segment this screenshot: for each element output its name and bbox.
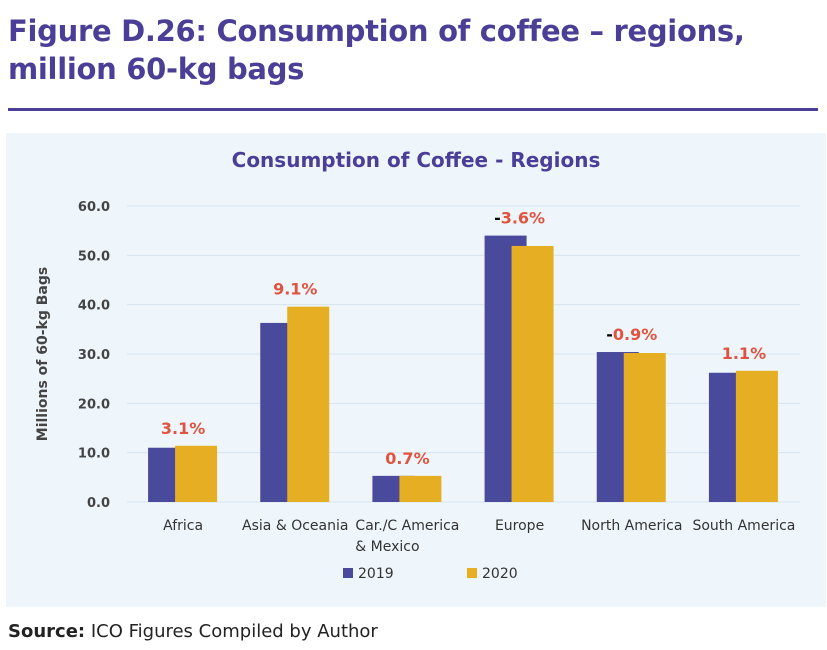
change-label: 0.7% — [385, 449, 429, 468]
chart-panel — [6, 133, 826, 607]
bar-2020 — [623, 353, 666, 502]
figure-title: Figure D.26: Consumption of coffee – reg… — [8, 14, 745, 86]
bar-2020 — [511, 245, 554, 502]
x-tick-label: South America — [692, 518, 795, 534]
x-tick-label: Asia & Oceania — [242, 518, 348, 534]
legend-label: 2020 — [482, 566, 518, 582]
y-axis-label: Millions of 60-kg Bags — [35, 267, 51, 441]
source-note: Source: ICO Figures Compiled by Author — [8, 621, 378, 642]
title-divider — [8, 108, 818, 111]
source-label: Source: — [8, 621, 86, 642]
change-label: 9.1% — [273, 280, 317, 299]
x-tick-label: Africa — [163, 518, 203, 534]
change-label: 3.1% — [161, 419, 205, 438]
y-tick-label: 60.0 — [78, 200, 110, 215]
legend-label: 2019 — [358, 566, 394, 582]
y-tick-label: 30.0 — [78, 348, 110, 363]
bar-2020 — [399, 475, 442, 502]
bar-2020 — [175, 445, 218, 502]
source-text: ICO Figures Compiled by Author — [85, 621, 378, 642]
y-tick-label: 0.0 — [87, 496, 110, 511]
bar-2020 — [735, 370, 778, 502]
bar-2020 — [287, 306, 330, 502]
y-tick-label: 20.0 — [78, 397, 110, 412]
x-tick-label: Europe — [495, 518, 544, 534]
x-tick-label: & Mexico — [355, 539, 419, 555]
change-label: 1.1% — [722, 344, 766, 363]
x-tick-label: Car./C America — [355, 518, 459, 534]
change-label: -3.6% — [494, 209, 545, 228]
chart-title: Consumption of Coffee - Regions — [232, 148, 601, 172]
y-tick-label: 10.0 — [78, 447, 110, 462]
y-tick-label: 50.0 — [78, 249, 110, 264]
y-tick-label: 40.0 — [78, 299, 110, 314]
legend-swatch-2020 — [467, 568, 477, 578]
x-tick-label: North America — [581, 518, 682, 534]
legend-swatch-2019 — [343, 568, 353, 578]
change-label: -0.9% — [606, 325, 657, 344]
